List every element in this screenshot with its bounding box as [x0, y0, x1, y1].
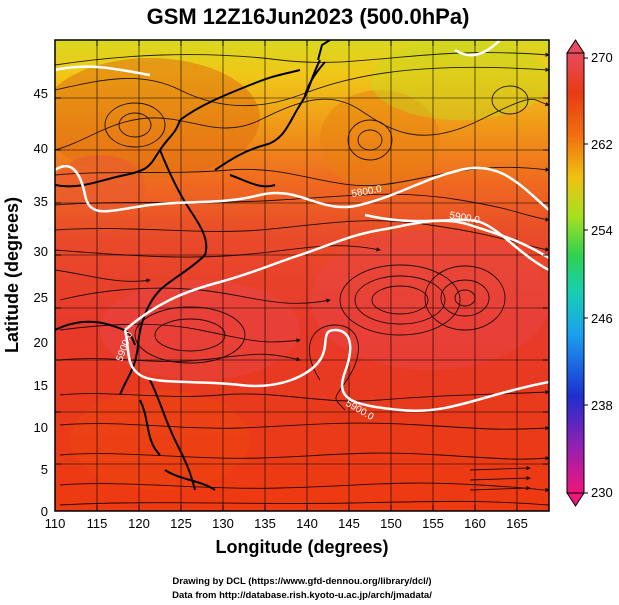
x-tick-label: 160	[464, 516, 486, 531]
y-tick-label: 40	[34, 141, 48, 156]
x-tick-label: 145	[338, 516, 360, 531]
x-axis-label: Longitude (degrees)	[215, 537, 388, 557]
x-tick-label: 155	[422, 516, 444, 531]
height-contours	[55, 40, 549, 412]
y-axis-label: Latitude (degrees)	[2, 197, 22, 353]
y-tick-label: 35	[34, 194, 48, 209]
colorbar-tick-label: 254	[591, 223, 613, 238]
colorbar-tick-label: 262	[591, 137, 613, 152]
y-tick-label: 20	[34, 335, 48, 350]
plot-area: 5800.0 5900.0 5900.0 5900.0	[55, 40, 549, 511]
x-tick-label: 130	[212, 516, 234, 531]
streamlines	[55, 52, 549, 506]
y-tick-label: 45	[34, 86, 48, 101]
y-tick-labels: 0 5 10 15 20 25 30 35 40 45	[34, 86, 48, 519]
graticule	[55, 40, 549, 511]
y-tick-label: 5	[41, 462, 48, 477]
x-ticks	[54, 40, 518, 511]
x-tick-label: 110	[45, 516, 66, 531]
colorbar: 270 262 254 246 238 230	[566, 39, 613, 507]
colorbar-top-arrow	[566, 39, 585, 54]
colorbar-tick-label: 270	[591, 50, 613, 65]
y-tick-label: 15	[34, 378, 48, 393]
map-title: GSM 12Z16Jun2023 (500.0hPa)	[147, 4, 470, 29]
colorbar-tick-label: 230	[591, 485, 613, 500]
x-tick-labels: 110 115 120 125 130 135 140 145 150 155 …	[45, 516, 528, 531]
x-tick-label: 165	[506, 516, 528, 531]
contour-label-5800: 5800.0	[351, 184, 383, 200]
colorbar-fill	[566, 52, 585, 494]
contour-label-5900-upper: 5900.0	[448, 210, 480, 226]
colorbar-tick-label: 246	[591, 311, 613, 326]
credit-drawing: Drawing by DCL (https://www.gfd-dennou.o…	[172, 576, 431, 587]
y-tick-label: 25	[34, 290, 48, 305]
x-tick-label: 140	[296, 516, 318, 531]
x-tick-label: 120	[128, 516, 150, 531]
y-tick-label: 30	[34, 244, 48, 259]
colorbar-tick-label: 238	[591, 398, 613, 413]
colorbar-bottom-arrow	[566, 492, 585, 507]
x-tick-label: 150	[380, 516, 402, 531]
coastlines	[55, 40, 331, 491]
y-tick-label: 0	[41, 504, 48, 519]
plot-frame	[54, 39, 550, 512]
x-tick-label: 125	[170, 516, 192, 531]
credit-data: Data from http://database.rish.kyoto-u.a…	[172, 590, 432, 601]
y-tick-label: 10	[34, 420, 48, 435]
x-tick-label: 115	[87, 516, 108, 531]
x-tick-label: 135	[254, 516, 276, 531]
y-ticks	[55, 97, 549, 512]
